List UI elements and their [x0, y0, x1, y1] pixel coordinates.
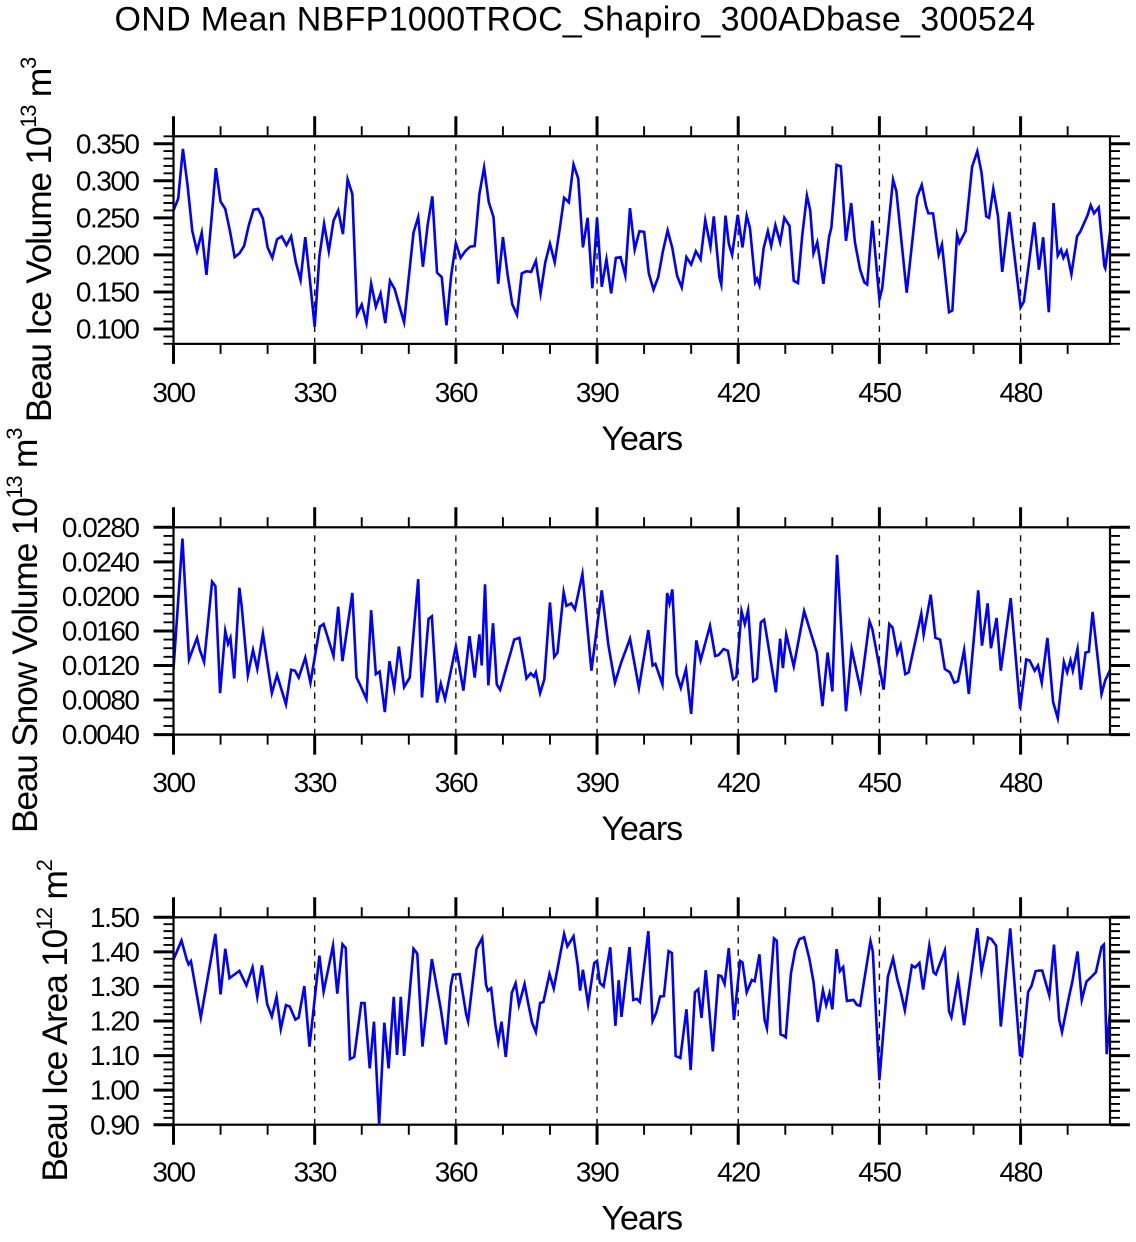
- svg-text:300: 300: [152, 377, 195, 408]
- svg-text:0.0280: 0.0280: [62, 512, 140, 543]
- svg-text:0.150: 0.150: [76, 277, 139, 308]
- svg-text:330: 330: [294, 767, 337, 798]
- svg-text:450: 450: [858, 377, 901, 408]
- svg-text:450: 450: [858, 767, 901, 798]
- svg-text:450: 450: [858, 1157, 901, 1188]
- svg-text:0.0200: 0.0200: [62, 581, 140, 612]
- svg-text:360: 360: [435, 1157, 478, 1188]
- svg-text:390: 390: [576, 377, 619, 408]
- svg-text:330: 330: [294, 377, 337, 408]
- svg-text:1.10: 1.10: [90, 1040, 139, 1071]
- svg-text:0.0040: 0.0040: [62, 719, 140, 750]
- svg-text:0.100: 0.100: [76, 314, 139, 345]
- svg-text:360: 360: [435, 767, 478, 798]
- svg-text:0.350: 0.350: [76, 128, 139, 159]
- svg-text:1.50: 1.50: [90, 902, 139, 933]
- svg-text:Years: Years: [601, 810, 682, 848]
- svg-text:Years: Years: [601, 1200, 682, 1238]
- svg-text:390: 390: [576, 1157, 619, 1188]
- svg-text:420: 420: [717, 1157, 760, 1188]
- svg-text:480: 480: [999, 1157, 1042, 1188]
- svg-text:Beau Snow Volume 1013 m3: Beau Snow Volume 1013 m3: [2, 428, 45, 833]
- svg-text:Beau Ice Volume 1013 m3: Beau Ice Volume 1013 m3: [16, 57, 59, 422]
- svg-text:OND Mean NBFP1000TROC_Shapiro_: OND Mean NBFP1000TROC_Shapiro_300ADbase_…: [115, 1, 1036, 39]
- svg-text:0.0120: 0.0120: [62, 650, 140, 681]
- svg-text:1.30: 1.30: [90, 971, 139, 1002]
- svg-text:480: 480: [999, 377, 1042, 408]
- svg-text:420: 420: [717, 377, 760, 408]
- svg-text:300: 300: [152, 767, 195, 798]
- svg-text:360: 360: [435, 377, 478, 408]
- svg-text:420: 420: [717, 767, 760, 798]
- svg-text:480: 480: [999, 767, 1042, 798]
- svg-text:0.0080: 0.0080: [62, 685, 140, 716]
- svg-text:1.20: 1.20: [90, 1006, 139, 1037]
- svg-text:0.200: 0.200: [76, 239, 139, 270]
- svg-text:Beau Ice Area 1012 m2: Beau Ice Area 1012 m2: [32, 859, 75, 1181]
- svg-text:300: 300: [152, 1157, 195, 1188]
- svg-text:0.300: 0.300: [76, 165, 139, 196]
- svg-text:0.90: 0.90: [90, 1109, 139, 1140]
- svg-text:330: 330: [294, 1157, 337, 1188]
- svg-text:0.0160: 0.0160: [62, 616, 140, 647]
- svg-text:Years: Years: [601, 420, 682, 458]
- svg-text:0.0240: 0.0240: [62, 546, 140, 577]
- svg-text:1.40: 1.40: [90, 936, 139, 967]
- svg-text:0.250: 0.250: [76, 202, 139, 233]
- svg-text:390: 390: [576, 767, 619, 798]
- svg-text:1.00: 1.00: [90, 1075, 139, 1106]
